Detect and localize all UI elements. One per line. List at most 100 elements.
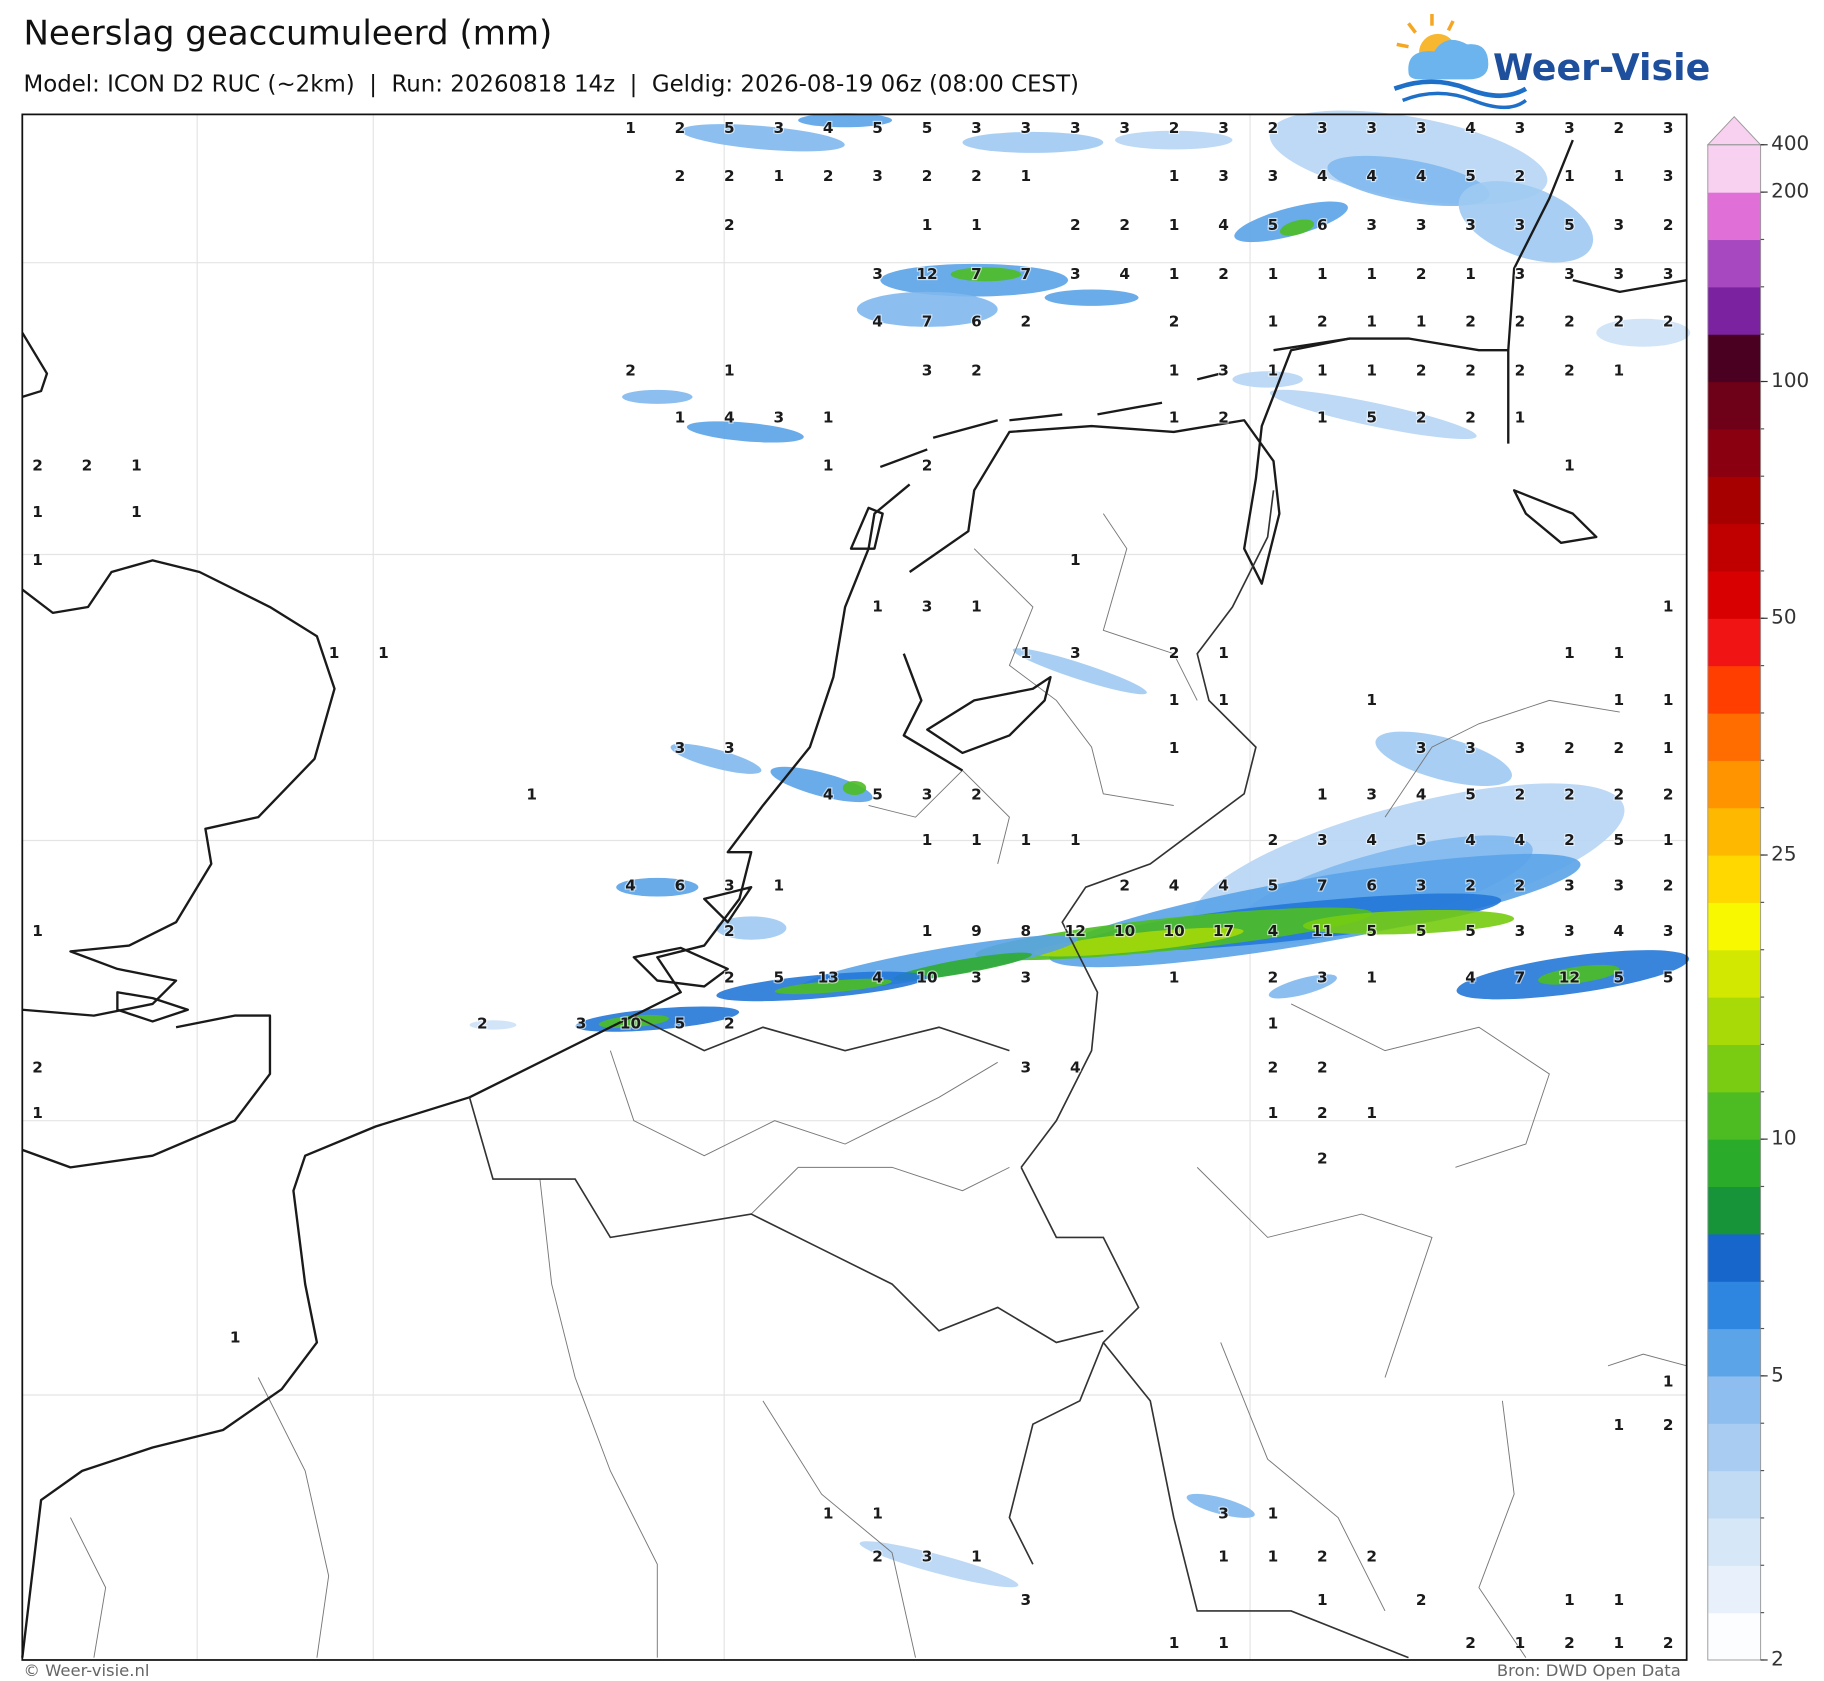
precip-value: 3 (1021, 1059, 1032, 1077)
precip-value: 2 (1169, 644, 1180, 662)
precip-area (616, 877, 699, 897)
precip-value: 4 (1465, 831, 1476, 849)
precip-value: 2 (1564, 785, 1575, 803)
precip-value: 1 (32, 922, 43, 940)
precip-value: 1 (1268, 265, 1279, 283)
precip-value: 17 (1213, 922, 1234, 940)
colorbar-band (1707, 902, 1761, 951)
precip-value: 2 (32, 1059, 43, 1077)
precip-value: 5 (1465, 167, 1476, 185)
precip-value: 3 (1366, 216, 1377, 234)
precip-value: 6 (971, 313, 982, 331)
precip-value: 2 (1515, 167, 1526, 185)
precip-value: 1 (1663, 598, 1674, 616)
precip-value: 2 (1515, 785, 1526, 803)
precip-value: 3 (922, 1548, 933, 1566)
precip-value: 1 (1564, 644, 1575, 662)
precip-value: 3 (1366, 119, 1377, 137)
precip-value: 1 (32, 503, 43, 521)
precip-value: 5 (1416, 922, 1427, 940)
precip-value: 4 (1366, 167, 1377, 185)
precip-area (715, 916, 787, 940)
precip-value: 5 (773, 969, 784, 987)
precip-value: 3 (1218, 119, 1229, 137)
precip-value: 5 (675, 1014, 686, 1032)
precip-value: 3 (1070, 119, 1081, 137)
precip-value: 3 (1465, 739, 1476, 757)
precip-value: 1 (625, 119, 636, 137)
precip-value: 1 (1268, 1014, 1279, 1032)
precip-area (1232, 371, 1303, 388)
precip-value: 1 (922, 831, 933, 849)
precip-value: 2 (971, 362, 982, 380)
precip-value: 1 (1614, 644, 1625, 662)
precip-value: 5 (1268, 877, 1279, 895)
precip-value: 5 (872, 119, 883, 137)
precip-value: 5 (1614, 969, 1625, 987)
precip-value: 2 (1317, 1104, 1328, 1122)
precip-value: 1 (1021, 644, 1032, 662)
subtitle: Model: ICON D2 RUC (~2km) | Run: 2026081… (23, 72, 1079, 98)
precip-value: 3 (1218, 1505, 1229, 1523)
precip-area (1044, 289, 1139, 306)
precip-value: 4 (1465, 969, 1476, 987)
colorbar-band (1707, 476, 1761, 525)
precip-value: 5 (1366, 922, 1377, 940)
precip-value: 7 (1317, 877, 1328, 895)
precip-value: 2 (971, 167, 982, 185)
precip-value: 4 (1268, 922, 1279, 940)
precip-value: 5 (1614, 831, 1625, 849)
precip-value: 2 (1564, 362, 1575, 380)
precip-value: 3 (971, 969, 982, 987)
precip-value: 1 (971, 598, 982, 616)
precip-value: 1 (1268, 1505, 1279, 1523)
precip-area (893, 952, 1032, 981)
precip-value: 1 (329, 644, 340, 662)
precip-value: 3 (1515, 119, 1526, 137)
precip-value: 2 (1663, 1634, 1674, 1652)
precip-value: 4 (823, 119, 834, 137)
precip-value: 1 (971, 1548, 982, 1566)
precip-value: 4 (1465, 119, 1476, 137)
precip-value: 1 (1663, 739, 1674, 757)
colorbar-band (1707, 1423, 1761, 1472)
precip-value: 8 (1021, 922, 1032, 940)
precip-value: 3 (1317, 119, 1328, 137)
precip-value: 3 (1663, 265, 1674, 283)
precip-value: 2 (1317, 1059, 1328, 1077)
precip-value: 1 (724, 362, 735, 380)
precip-value: 3 (1416, 119, 1427, 137)
precip-value: 3 (1021, 969, 1032, 987)
precip-area (798, 113, 893, 128)
precip-value: 1 (971, 216, 982, 234)
precip-value: 3 (971, 119, 982, 137)
precip-value: 11 (1312, 922, 1333, 940)
colorbar-band (1707, 949, 1761, 998)
precip-area (1234, 201, 1348, 243)
value-labels: 1 2 5 3 4 5 5 3 3 3 3 2 3 2 3 3 3 4 3 3 2 32 2 1 2 3 2 2 1 1 3 3 4 4 4 5 2 1 1… (31, 118, 1675, 1654)
precip-value: 2 (1465, 408, 1476, 426)
precip-value: 1 (131, 456, 142, 474)
precip-value: 1 (1515, 408, 1526, 426)
precip-value: 3 (1663, 167, 1674, 185)
precip-value: 4 (823, 785, 834, 803)
precip-value: 9 (971, 922, 982, 940)
precip-value: 1 (1465, 265, 1476, 283)
precip-value: 1 (1366, 362, 1377, 380)
precip-value: 3 (1515, 216, 1526, 234)
precip-value: 2 (1119, 216, 1130, 234)
precip-value: 2 (1465, 313, 1476, 331)
precip-value: 5 (1416, 831, 1427, 849)
precip-value: 3 (1614, 216, 1625, 234)
precip-value: 2 (1614, 785, 1625, 803)
colorbar-band (1707, 286, 1761, 335)
precip-value: 1 (526, 785, 537, 803)
precip-value: 3 (1416, 739, 1427, 757)
precip-value: 2 (1663, 785, 1674, 803)
precip-value: 7 (1021, 265, 1032, 283)
precip-value: 2 (1465, 362, 1476, 380)
precip-value: 1 (378, 644, 389, 662)
precip-area (1268, 974, 1337, 999)
precip-value: 5 (1366, 408, 1377, 426)
precip-value: 1 (32, 1104, 43, 1122)
